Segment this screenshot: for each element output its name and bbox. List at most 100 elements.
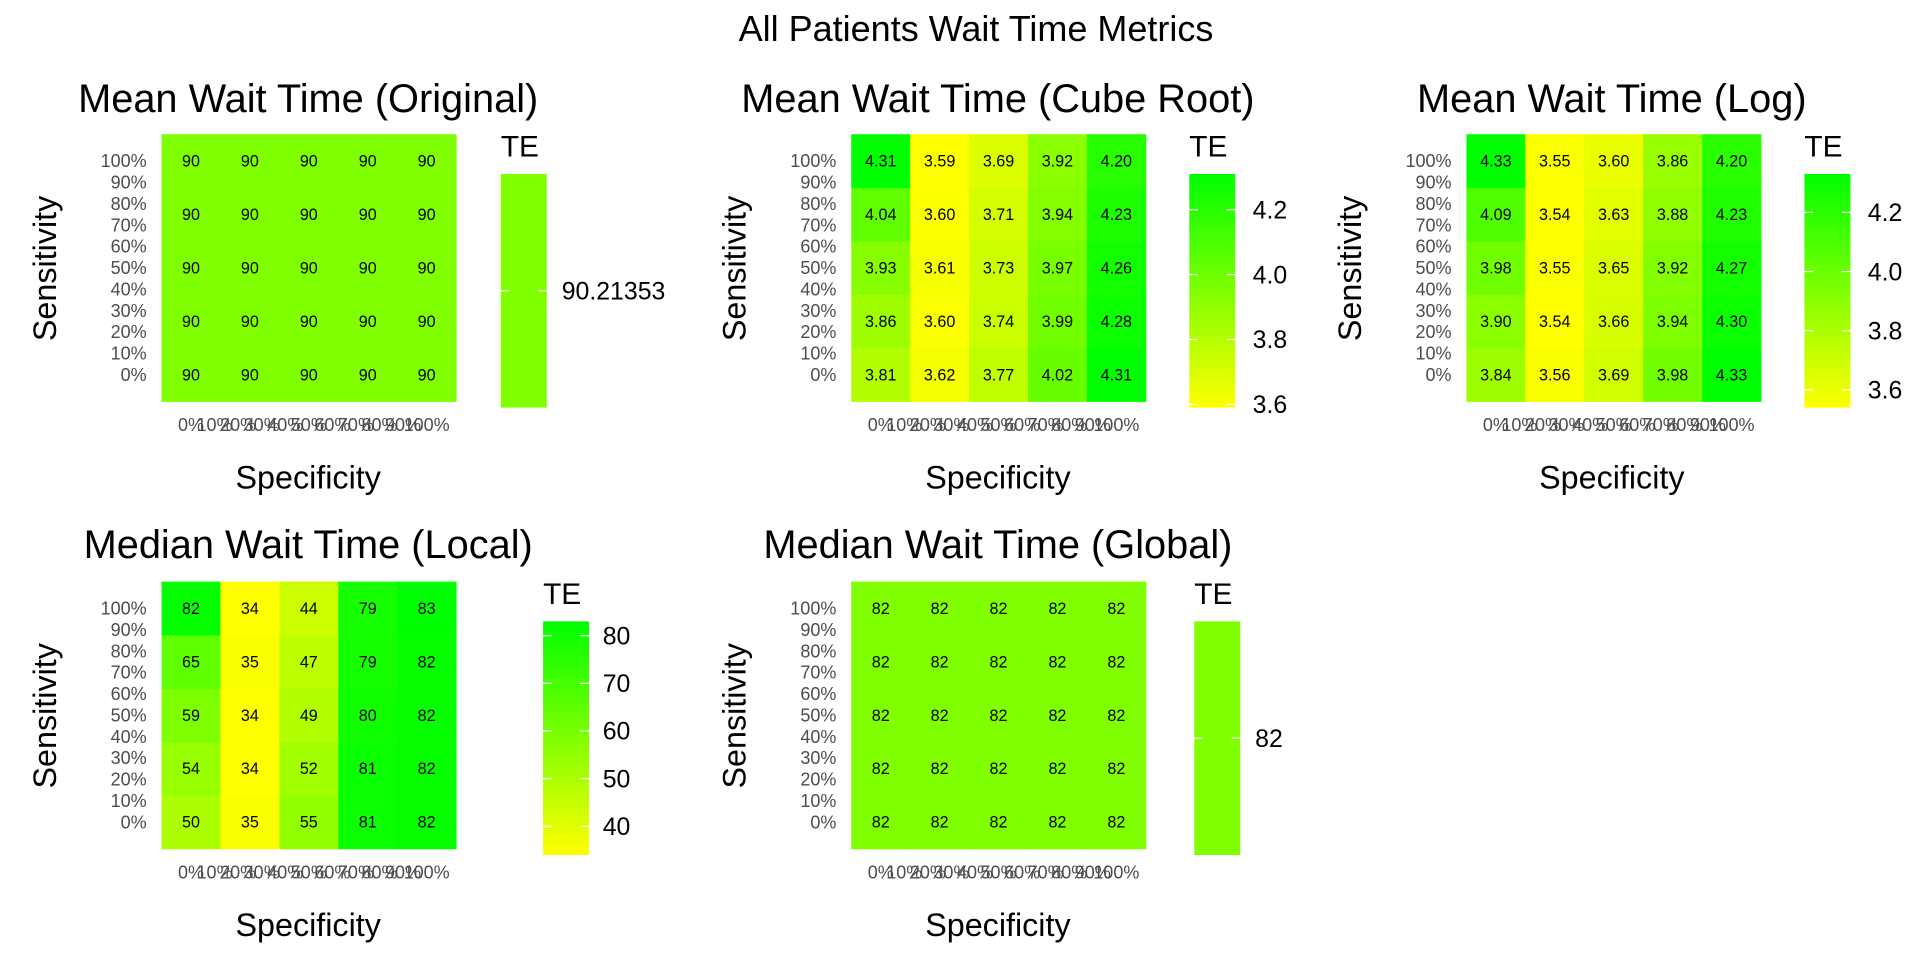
legend-title: TE (1194, 578, 1232, 611)
x-tick-label: 10% (886, 863, 922, 883)
y-tick-label: 30% (800, 301, 836, 321)
x-axis-label: Specificity (1539, 459, 1685, 495)
panel-title: Median Wait Time (Local) (84, 523, 533, 567)
heatmap-cell (910, 741, 970, 796)
heatmap-cell (969, 187, 1029, 242)
heatmap-cell (279, 187, 339, 242)
x-tick-label: 70% (1028, 863, 1064, 883)
heatmap-cell (1027, 795, 1088, 850)
heatmap-cell (161, 187, 221, 242)
cell-label: 3.60 (924, 206, 955, 224)
legend-tick-label: 40 (603, 814, 631, 841)
y-tick-label: 40% (111, 279, 147, 299)
heatmap-cell (969, 241, 1029, 296)
x-tick-label: 70% (338, 863, 374, 883)
heatmap-cell (910, 581, 970, 636)
cell-label: 82 (1048, 760, 1066, 778)
legend-tick-label: 4.0 (1868, 259, 1903, 286)
heatmap-cell (910, 294, 970, 349)
heatmap-cell (1027, 134, 1088, 189)
y-tick-label: 90% (1415, 173, 1451, 193)
heatmap-cell (1702, 241, 1762, 296)
heatmap-cell (279, 741, 339, 796)
x-tick-label: 60% (1619, 415, 1655, 435)
cell-label: 3.54 (1539, 206, 1570, 224)
x-tick-label: 0% (868, 863, 894, 883)
y-tick-label: 60% (111, 237, 147, 257)
heatmap-cell (161, 241, 221, 296)
heatmap-cell (1086, 347, 1147, 402)
cell-label: 82 (182, 600, 200, 618)
x-tick-label: 0% (178, 415, 204, 435)
x-tick-label: 10% (1501, 415, 1537, 435)
heatmap-cell (910, 795, 970, 850)
y-tick-label: 40% (800, 279, 836, 299)
cell-label: 52 (300, 760, 318, 778)
heatmap-cell (1584, 347, 1644, 402)
y-tick-label: 60% (1415, 237, 1451, 257)
cell-label: 3.60 (1598, 153, 1629, 171)
heatmap-cell (220, 688, 280, 743)
heatmap-cell (1525, 294, 1585, 349)
heatmap-cell (1027, 635, 1088, 689)
heatmap-cell (397, 187, 457, 242)
cell-label: 90 (418, 366, 436, 384)
y-tick-label: 80% (1415, 194, 1451, 214)
heatmap-cell (1027, 187, 1088, 242)
cell-label: 90 (300, 259, 318, 277)
heatmap-cell (161, 741, 221, 796)
x-tick-label: 60% (314, 415, 350, 435)
heatmap-cell (161, 134, 221, 189)
y-tick-label: 0% (121, 812, 147, 832)
y-axis-label: Sensitivity (1332, 195, 1368, 341)
cell-label: 4.26 (1101, 259, 1132, 277)
cell-label: 3.94 (1042, 206, 1073, 224)
x-tick-label: 40% (267, 415, 303, 435)
heatmap-cell (910, 688, 970, 743)
x-tick-label: 10% (197, 863, 233, 883)
cell-label: 82 (1107, 814, 1125, 832)
x-tick-label: 80% (361, 415, 397, 435)
y-tick-label: 50% (800, 705, 836, 725)
cell-label: 90 (241, 313, 259, 331)
y-tick-label: 70% (1415, 215, 1451, 235)
cell-label: 82 (990, 814, 1008, 832)
cell-label: 3.66 (1598, 313, 1629, 331)
x-tick-label: 90% (1075, 863, 1111, 883)
y-tick-label: 20% (111, 770, 147, 790)
cell-label: 82 (872, 653, 890, 671)
heatmap-cell (969, 134, 1029, 189)
cell-label: 82 (418, 814, 436, 832)
cell-label: 3.65 (1598, 259, 1629, 277)
y-tick-label: 40% (1415, 279, 1451, 299)
heatmap-cell (397, 741, 457, 796)
heatmap-cell (969, 635, 1029, 689)
x-tick-label: 90% (385, 415, 421, 435)
x-tick-label: 70% (1028, 415, 1064, 435)
cell-label: 82 (931, 653, 949, 671)
y-tick-label: 70% (800, 663, 836, 683)
cell-label: 3.62 (924, 366, 955, 384)
x-tick-label: 30% (244, 863, 280, 883)
cell-label: 82 (872, 600, 890, 618)
y-tick-label: 0% (121, 365, 147, 385)
legend-tick-label: 4.2 (1868, 200, 1903, 227)
cell-label: 82 (1048, 653, 1066, 671)
heatmap-cell (851, 187, 911, 242)
heatmap-cell (338, 241, 398, 296)
x-tick-label: 100% (1093, 415, 1139, 435)
cell-label: 82 (1048, 707, 1066, 725)
heatmap-cell (1702, 134, 1762, 189)
heatmap-cell (851, 241, 911, 296)
x-tick-label: 20% (220, 863, 256, 883)
y-tick-label: 60% (800, 684, 836, 704)
y-axis-label: Sensitivity (27, 642, 63, 788)
cell-label: 3.98 (1480, 259, 1511, 277)
y-tick-label: 10% (111, 344, 147, 364)
y-tick-label: 100% (1405, 151, 1451, 171)
x-tick-label: 50% (1596, 415, 1632, 435)
y-tick-label: 100% (790, 151, 836, 171)
x-tick-label: 20% (1525, 415, 1561, 435)
y-tick-label: 40% (111, 727, 147, 747)
heatmap-cell (969, 741, 1029, 796)
